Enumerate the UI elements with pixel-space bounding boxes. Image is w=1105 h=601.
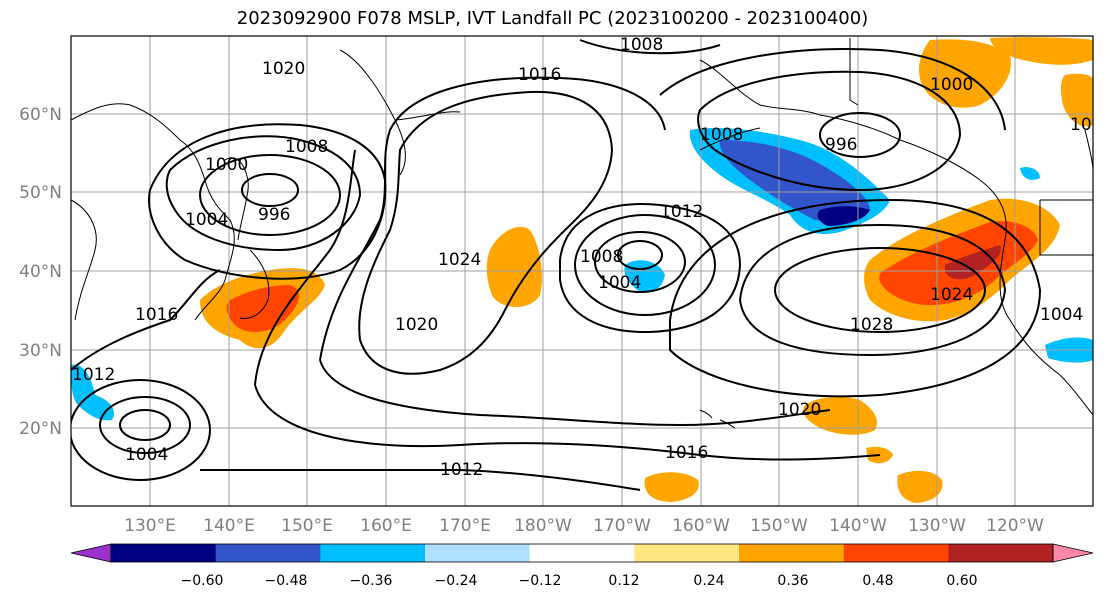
lon-tick: 170°W: [593, 516, 651, 536]
mslp-contours: [71, 39, 1042, 491]
contour-label: 1004: [185, 210, 228, 230]
contour-label: 1000: [205, 155, 248, 175]
lat-tick: 50°N: [19, 183, 62, 203]
lon-tick: 140°E: [203, 516, 255, 536]
longitude-labels: 130°E 140°E 150°E 160°E 170°E 180°W 170°…: [124, 516, 1044, 536]
contour-label: 996: [825, 135, 857, 155]
colorbar-segment: [739, 544, 845, 562]
lon-tick: 150°W: [750, 516, 808, 536]
contour-label: 1004: [1040, 305, 1083, 325]
contour-label: 1012: [660, 202, 703, 222]
contour-label: 1020: [262, 59, 305, 79]
colorbar-tick-label: 0.48: [862, 573, 893, 589]
colorbar-tick-label: −0.12: [519, 573, 562, 589]
colorbar-tick-label: −0.24: [435, 573, 478, 589]
colorbar-border: [110, 543, 1054, 563]
map-title: 2023092900 F078 MSLP, IVT Landfall PC (2…: [236, 8, 869, 29]
colorbar-segment: [843, 544, 949, 562]
contour-label: 1028: [850, 315, 893, 335]
lat-tick: 60°N: [19, 105, 62, 125]
lon-tick: 160°E: [360, 516, 412, 536]
colorbar-segment: [529, 544, 635, 562]
colorbar-segment: [634, 544, 740, 562]
coastlines: [71, 38, 1093, 429]
colorbar-segment: [320, 544, 426, 562]
lon-tick: 140°W: [829, 516, 887, 536]
lon-tick: 180°W: [514, 516, 572, 536]
colorbar-tick-label: 0.12: [608, 573, 639, 589]
colorbar-extension-low: [70, 543, 112, 563]
contour-label: 1020: [395, 315, 438, 335]
colorbar-tick-label: 0.36: [777, 573, 808, 589]
lon-tick: 170°E: [439, 516, 491, 536]
colorbar-segment: [948, 544, 1054, 562]
colorbar-segment: [111, 544, 217, 562]
contour-label: 1012: [72, 365, 115, 385]
colorbar-tick-label: −0.60: [181, 573, 224, 589]
latitude-labels: 60°N 50°N 40°N 30°N 20°N: [19, 105, 62, 439]
contour-label: 996: [258, 205, 290, 225]
colorbar-labels: −0.60 −0.48 −0.36 −0.24 −0.12 0.12 0.24 …: [181, 573, 978, 589]
contour-label: 1008: [620, 35, 663, 55]
contour-label: 1024: [438, 250, 481, 270]
colorbar-segment: [215, 544, 321, 562]
contour-label: 1012: [440, 460, 483, 480]
colorbar-tick-label: −0.48: [265, 573, 308, 589]
colorbar-segment: [425, 544, 531, 562]
contour-label: 1008: [700, 125, 743, 145]
lon-tick: 120°W: [986, 516, 1044, 536]
lon-tick: 160°W: [672, 516, 730, 536]
contour-label: 1008: [580, 247, 623, 267]
lat-tick: 20°N: [19, 419, 62, 439]
contour-labels: 1020 1008 1016 1000 996 1008 1000 996 10…: [72, 35, 1105, 480]
contour-label: 1024: [930, 285, 973, 305]
colorbar-tick-label: 0.24: [693, 573, 724, 589]
colorbar-tick-label: 0.60: [946, 573, 977, 589]
contour-label: 1016: [665, 443, 708, 463]
colorbar-extension-high: [1052, 543, 1094, 563]
contour-label: 1016: [135, 305, 178, 325]
contour-label: 1004: [125, 445, 168, 465]
lat-tick: 30°N: [19, 341, 62, 361]
lon-tick: 130°W: [908, 516, 966, 536]
lon-tick: 130°E: [124, 516, 176, 536]
contour-label: 1000: [930, 75, 973, 95]
lat-tick: 40°N: [19, 262, 62, 282]
colorbar-tick-label: −0.36: [350, 573, 393, 589]
contour-label: 1016: [518, 65, 561, 85]
contour-label: 1012: [1070, 115, 1105, 135]
contour-label: 1008: [285, 137, 328, 157]
contour-label: 1020: [778, 400, 821, 420]
contour-label: 1004: [598, 273, 641, 293]
map-frame: [70, 35, 1094, 507]
colorbar: [70, 543, 1094, 563]
lon-tick: 150°E: [281, 516, 333, 536]
